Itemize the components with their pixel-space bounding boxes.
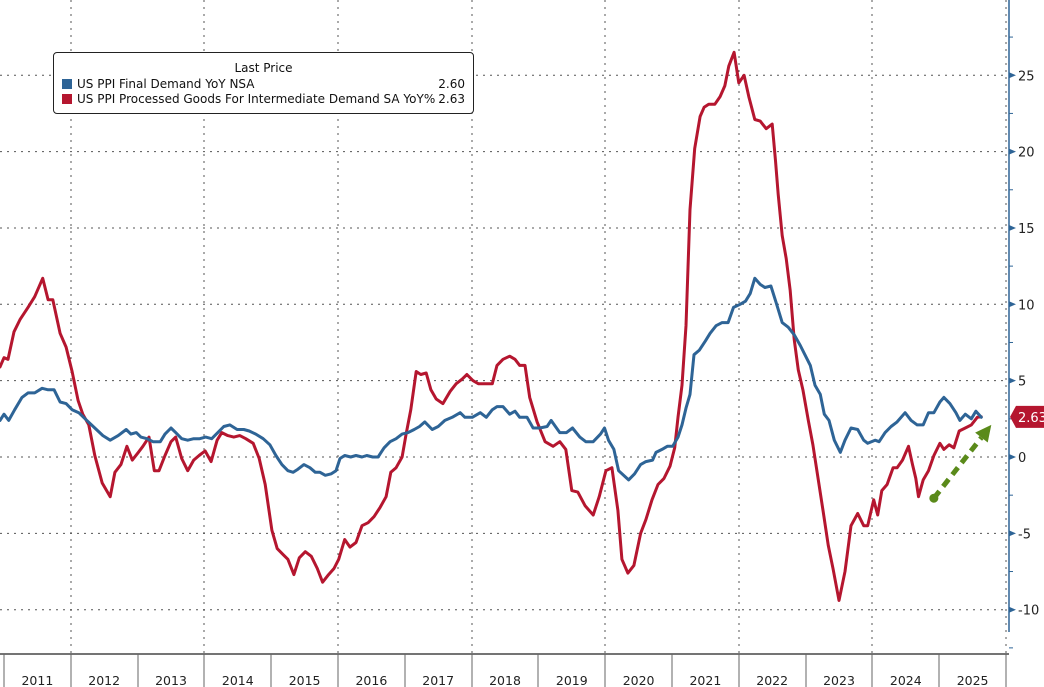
- x-tick-label: 2023: [823, 673, 855, 687]
- y-tick-arrow: [1009, 454, 1016, 460]
- x-tick-label: 2025: [957, 673, 989, 687]
- legend-entry-intermediate-demand: US PPI Processed Goods For Intermediate …: [54, 91, 473, 106]
- legend: Last Price US PPI Final Demand YoY NSA 2…: [53, 52, 474, 114]
- y-tick-label: -10: [1018, 604, 1039, 619]
- series-line-intermediate-demand: [0, 50, 983, 602]
- x-tick-label: 2014: [222, 673, 254, 687]
- x-tick-label: 2017: [422, 673, 454, 687]
- trend-arrow-head: [975, 424, 992, 443]
- legend-value: 2.63: [438, 91, 465, 106]
- legend-label: US PPI Final Demand YoY NSA: [77, 76, 255, 91]
- last-value-badge-text: 2.63: [1018, 411, 1044, 426]
- y-tick-arrow: [1009, 72, 1016, 79]
- y-tick-arrow: [1009, 148, 1016, 155]
- annotation-layer: [929, 424, 992, 503]
- y-tick-arrow: [1009, 530, 1016, 537]
- y-tick-label: 10: [1018, 298, 1035, 313]
- legend-title: Last Price: [234, 61, 293, 75]
- y-tick-label: 25: [1018, 69, 1035, 84]
- x-tick-label: 2018: [489, 673, 521, 687]
- legend-entry-final-demand: US PPI Final Demand YoY NSA 2.60: [54, 76, 473, 91]
- last-value-badge: [1010, 405, 1044, 428]
- y-tick-label: -5: [1018, 527, 1031, 542]
- x-tick-label: 2020: [623, 673, 655, 687]
- legend-swatch-blue: [62, 78, 72, 89]
- y-tick-arrow: [1009, 377, 1016, 384]
- x-tick-label: 2021: [689, 673, 721, 687]
- y-tick-arrow: [1009, 606, 1016, 613]
- x-tick-label: 2012: [88, 673, 120, 687]
- x-tick-label: 2022: [756, 673, 788, 687]
- y-tick-arrow: [1009, 224, 1016, 231]
- legend-value: 2.60: [438, 76, 465, 91]
- y-tick-label: 20: [1018, 146, 1035, 161]
- series-line-final-demand: [0, 276, 983, 482]
- y-tick-arrow: [1009, 301, 1016, 308]
- legend-label: US PPI Processed Goods For Intermediate …: [77, 91, 436, 106]
- legend-swatch-red: [62, 93, 72, 104]
- x-tick-label: 2011: [21, 673, 53, 687]
- series-layer: [0, 50, 983, 602]
- x-tick-label: 2024: [890, 673, 922, 687]
- trend-arrow-start-dot: [929, 493, 939, 503]
- y-tick-label: 0: [1018, 451, 1026, 466]
- y-tick-label: 15: [1018, 222, 1035, 237]
- x-tick-label: 2016: [355, 673, 387, 687]
- x-tick-label: 2015: [289, 673, 321, 687]
- x-tick-label: 2013: [155, 673, 187, 687]
- y-tick-label: 5: [1018, 375, 1026, 390]
- trend-arrow-shaft: [931, 435, 984, 500]
- badge-layer: 2.63: [1010, 405, 1044, 428]
- x-tick-label: 2019: [556, 673, 588, 687]
